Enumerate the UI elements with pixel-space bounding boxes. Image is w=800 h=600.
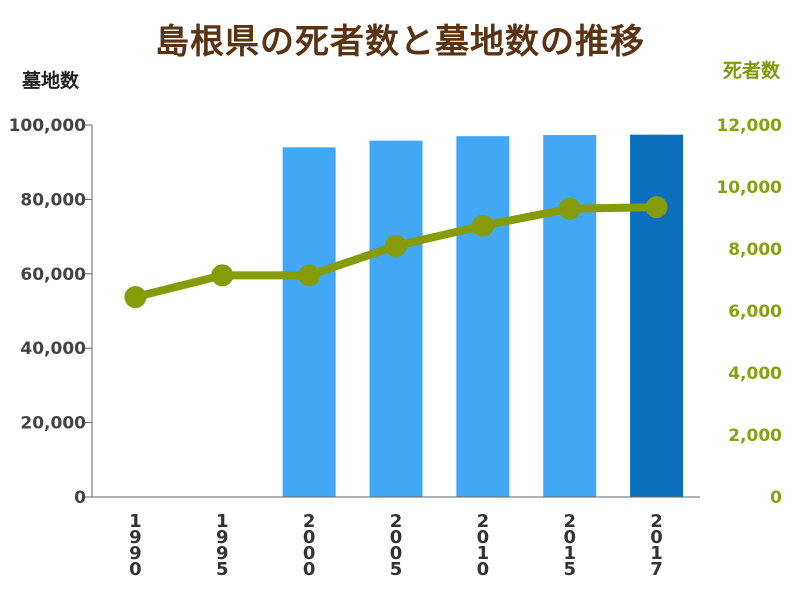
left-tick-label: 20,000: [20, 414, 86, 434]
left-axis-label: 墓地数: [22, 70, 80, 92]
bar-2000: [282, 147, 336, 497]
right-tick-label: 6,000: [728, 302, 782, 322]
right-axis-label: 死者数: [722, 60, 780, 82]
right-tick-label: 12,000: [716, 116, 782, 136]
line-point-2010: [471, 214, 494, 237]
line-point-1990: [124, 286, 147, 309]
line-point-1995: [211, 264, 234, 287]
line-point-2005: [385, 234, 407, 257]
left-tick-label: 80,000: [20, 190, 86, 210]
bar-2010: [456, 136, 510, 497]
chart-title: 島根県の死者数と墓地数の推移: [155, 22, 645, 62]
line-point-2017: [645, 196, 668, 219]
left-tick-label: 0: [74, 488, 86, 508]
right-tick-label: 2,000: [728, 426, 782, 446]
right-tick-label: 10,000: [716, 178, 782, 198]
left-tick-label: 100,000: [9, 116, 87, 136]
line-point-2015: [558, 197, 581, 220]
left-tick-label: 60,000: [20, 265, 86, 285]
line-point-2000: [298, 264, 321, 287]
left-tick-label: 40,000: [20, 339, 86, 359]
bar-2017: [630, 134, 684, 497]
right-tick-label: 0: [770, 488, 782, 508]
right-tick-label: 8,000: [728, 240, 782, 260]
bar-2005: [369, 140, 423, 497]
right-tick-label: 4,000: [728, 364, 782, 384]
bar-2015: [543, 135, 597, 497]
